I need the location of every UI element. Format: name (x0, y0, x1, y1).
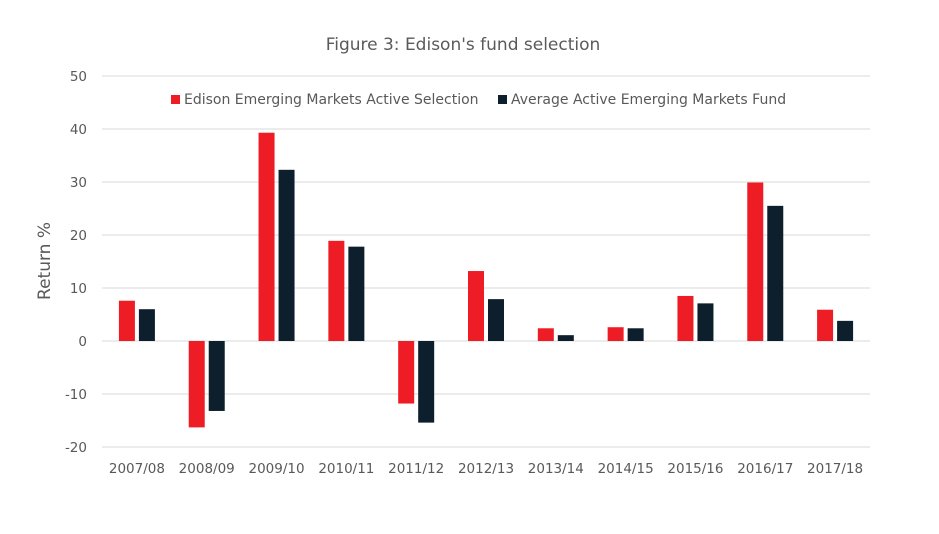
bar-average-2010-11 (348, 246, 365, 341)
gridlines (102, 75, 870, 448)
bar-edison-2014-15 (607, 327, 624, 341)
y-axis-label: Return % (35, 222, 55, 300)
bar-average-2009-10 (278, 169, 295, 341)
bar-edison-2013-14 (537, 328, 554, 341)
y-tick-label: 50 (70, 69, 87, 85)
bar-edison-2007-08 (118, 300, 135, 341)
y-tick-label: -10 (65, 387, 87, 403)
x-tick-label: 2009/10 (248, 461, 304, 477)
bar-edison-2008-09 (188, 341, 205, 428)
bar-edison-2015-16 (677, 295, 694, 341)
y-tick-label: 20 (70, 228, 87, 244)
y-tick-label: -20 (65, 440, 87, 456)
y-tick-label: 30 (70, 175, 87, 191)
bar-average-2012-13 (488, 299, 504, 341)
legend-label-edison: Edison Emerging Markets Active Selection (184, 92, 479, 108)
x-tick-label: 2007/08 (109, 461, 165, 477)
x-tick-label: 2011/12 (388, 461, 444, 477)
bar-edison-2017-18 (817, 309, 834, 341)
bar-edison-2011-12 (398, 341, 415, 404)
bar-average-2013-14 (557, 335, 574, 341)
x-tick-label: 2017/18 (807, 461, 863, 477)
x-tick-label: 2012/13 (458, 461, 514, 477)
y-tick-label: 40 (70, 122, 87, 138)
y-tick-label: 0 (78, 334, 87, 350)
legend: Edison Emerging Markets Active Selection… (171, 92, 786, 108)
x-tick-label: 2016/17 (737, 461, 793, 477)
x-axis-ticks: 2007/08 2008/09 2009/10 2010/11 2011/12 2012/… (109, 461, 863, 477)
x-tick-label: 2015/16 (667, 461, 723, 477)
bar-edison-2009-10 (258, 132, 275, 341)
legend-label-average: Average Active Emerging Markets Fund (511, 92, 786, 108)
chart-title: Figure 3: Edison's fund selection (326, 35, 601, 55)
bar-edison-2010-11 (328, 240, 345, 341)
x-tick-label: 2014/15 (598, 461, 654, 477)
bar-average-2017-18 (837, 320, 854, 341)
x-tick-label: 2010/11 (318, 461, 374, 477)
legend-swatch-edison (171, 95, 180, 104)
bar-average-2011-12 (418, 341, 435, 423)
x-tick-label: 2013/14 (528, 461, 584, 477)
bar-average-2014-15 (627, 328, 644, 341)
bars (118, 132, 854, 428)
bar-average-2007-08 (138, 309, 155, 341)
bar-edison-2016-17 (747, 182, 764, 341)
legend-swatch-average (498, 95, 507, 104)
x-tick-label: 2008/09 (179, 461, 235, 477)
bar-edison-2012-13 (468, 271, 484, 341)
bar-average-2015-16 (697, 303, 714, 341)
bar-average-2016-17 (767, 205, 784, 341)
y-tick-label: 10 (70, 281, 87, 297)
y-axis-ticks: 50 40 30 20 10 0 -10 -20 (65, 69, 87, 456)
bar-average-2008-09 (208, 341, 225, 411)
